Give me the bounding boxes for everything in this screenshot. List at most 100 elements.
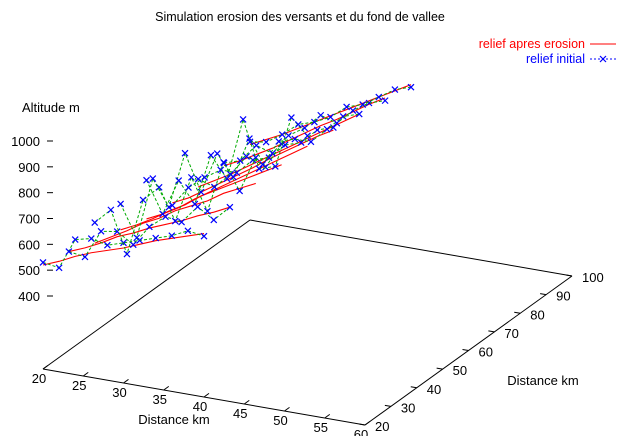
initial-point-marker	[307, 138, 315, 146]
y-tick-label: 20	[375, 419, 389, 434]
initial-point-marker	[178, 218, 185, 226]
initial-point-marker	[181, 149, 189, 157]
initial-point-marker	[145, 223, 153, 231]
after-profile-line	[42, 233, 205, 266]
initial-point-marker	[117, 200, 125, 208]
after-profile-line	[146, 145, 308, 220]
initial-point-marker	[97, 227, 105, 235]
initial-point-marker	[171, 217, 179, 225]
initial-point-marker	[201, 174, 208, 181]
initial-point-marker	[381, 97, 389, 105]
initial-point-marker	[91, 219, 99, 227]
x-tick-label: 50	[273, 413, 287, 428]
initial-point-marker	[236, 187, 244, 195]
x-tick-label: 20	[32, 371, 46, 386]
initial-point-marker	[226, 203, 234, 211]
legend-label-after: relief apres erosion	[479, 37, 585, 51]
initial-point-marker	[275, 137, 283, 145]
initial-profile-line	[198, 113, 360, 188]
x-tick-mark	[243, 399, 250, 405]
initial-point-marker	[287, 114, 295, 121]
initial-point-marker	[265, 154, 273, 162]
initial-point-marker	[339, 113, 347, 120]
z-tick-label: 1000	[11, 134, 40, 149]
initial-point-marker	[175, 177, 183, 185]
x-axis-label: Distance km	[138, 412, 210, 427]
legend-label-initial: relief initial	[526, 52, 585, 66]
initial-point-marker	[233, 169, 241, 177]
x-tick-mark	[42, 364, 49, 370]
initial-point-marker	[375, 93, 383, 101]
initial-point-marker	[143, 176, 150, 184]
y-ticks: 20 30 40 50 60 70 80 90 100	[358, 270, 604, 434]
initial-point-marker	[391, 86, 399, 93]
y-tick-mark	[565, 274, 573, 277]
initial-point-marker	[191, 200, 199, 208]
z-tick-label: 400	[18, 289, 40, 304]
initial-point-marker	[81, 253, 89, 261]
after-profile-line	[94, 182, 256, 244]
x-tick-label: 60	[354, 427, 368, 436]
z-tick-label: 800	[18, 186, 40, 201]
initial-point-marker	[243, 153, 250, 160]
x-tick-mark	[364, 420, 371, 426]
x-tick-mark	[284, 406, 290, 412]
series-group	[39, 83, 415, 272]
y-tick-label: 90	[556, 289, 570, 304]
initial-point-marker	[159, 210, 167, 218]
y-tick-mark	[358, 423, 366, 426]
initial-point-marker	[407, 83, 415, 91]
initial-point-marker	[297, 139, 305, 147]
initial-point-marker	[355, 110, 363, 118]
initial-point-marker	[123, 250, 131, 258]
initial-point-marker	[194, 175, 202, 183]
x-tick-label: 30	[112, 385, 126, 400]
initial-point-marker	[327, 113, 334, 121]
initial-point-marker	[239, 116, 247, 123]
chart-title: Simulation erosion des versants et du fo…	[155, 10, 445, 24]
y-tick-label: 30	[401, 400, 415, 415]
initial-point-marker	[310, 118, 318, 126]
initial-point-marker	[255, 165, 263, 173]
initial-point-marker	[107, 206, 115, 214]
initial-point-marker	[39, 258, 47, 266]
initial-point-marker	[207, 151, 215, 159]
initial-point-marker	[252, 141, 260, 149]
z-tick-label: 600	[18, 237, 40, 252]
initial-point-marker	[285, 132, 292, 139]
initial-point-marker	[210, 183, 218, 191]
initial-point-marker	[168, 202, 176, 209]
initial-point-marker	[87, 235, 95, 242]
initial-point-marker	[294, 120, 302, 128]
initial-point-marker	[236, 157, 244, 165]
y-tick-mark	[384, 404, 391, 407]
legend: relief apres erosion relief initial	[479, 37, 616, 66]
initial-point-marker	[133, 234, 141, 242]
y-tick-mark	[514, 311, 521, 314]
initial-point-marker	[333, 119, 341, 127]
initial-point-marker	[217, 166, 225, 174]
x-tick-label: 35	[153, 392, 167, 407]
initial-point-marker	[323, 125, 331, 133]
x-tick-mark	[203, 392, 210, 398]
initial-point-marker	[213, 150, 221, 158]
initial-point-marker	[204, 207, 211, 215]
initial-point-marker	[185, 184, 192, 192]
initial-point-marker	[262, 138, 270, 146]
y-tick-label: 60	[479, 345, 493, 360]
x-ticks: 20 25 30 35 40 45 50 55 60	[32, 364, 371, 436]
x-tick-label: 45	[233, 406, 247, 421]
x-tick-label: 40	[193, 399, 207, 414]
left-edge-line	[42, 219, 251, 370]
initial-point-marker	[200, 232, 208, 240]
back-edge-line	[249, 219, 573, 277]
x-tick-mark	[163, 385, 170, 391]
initial-point-marker	[65, 248, 73, 255]
initial-point-marker	[223, 175, 231, 183]
after-profile-line	[249, 84, 412, 145]
initial-point-marker	[301, 124, 309, 132]
y-tick-mark	[540, 293, 547, 296]
initial-point-marker	[343, 103, 351, 111]
